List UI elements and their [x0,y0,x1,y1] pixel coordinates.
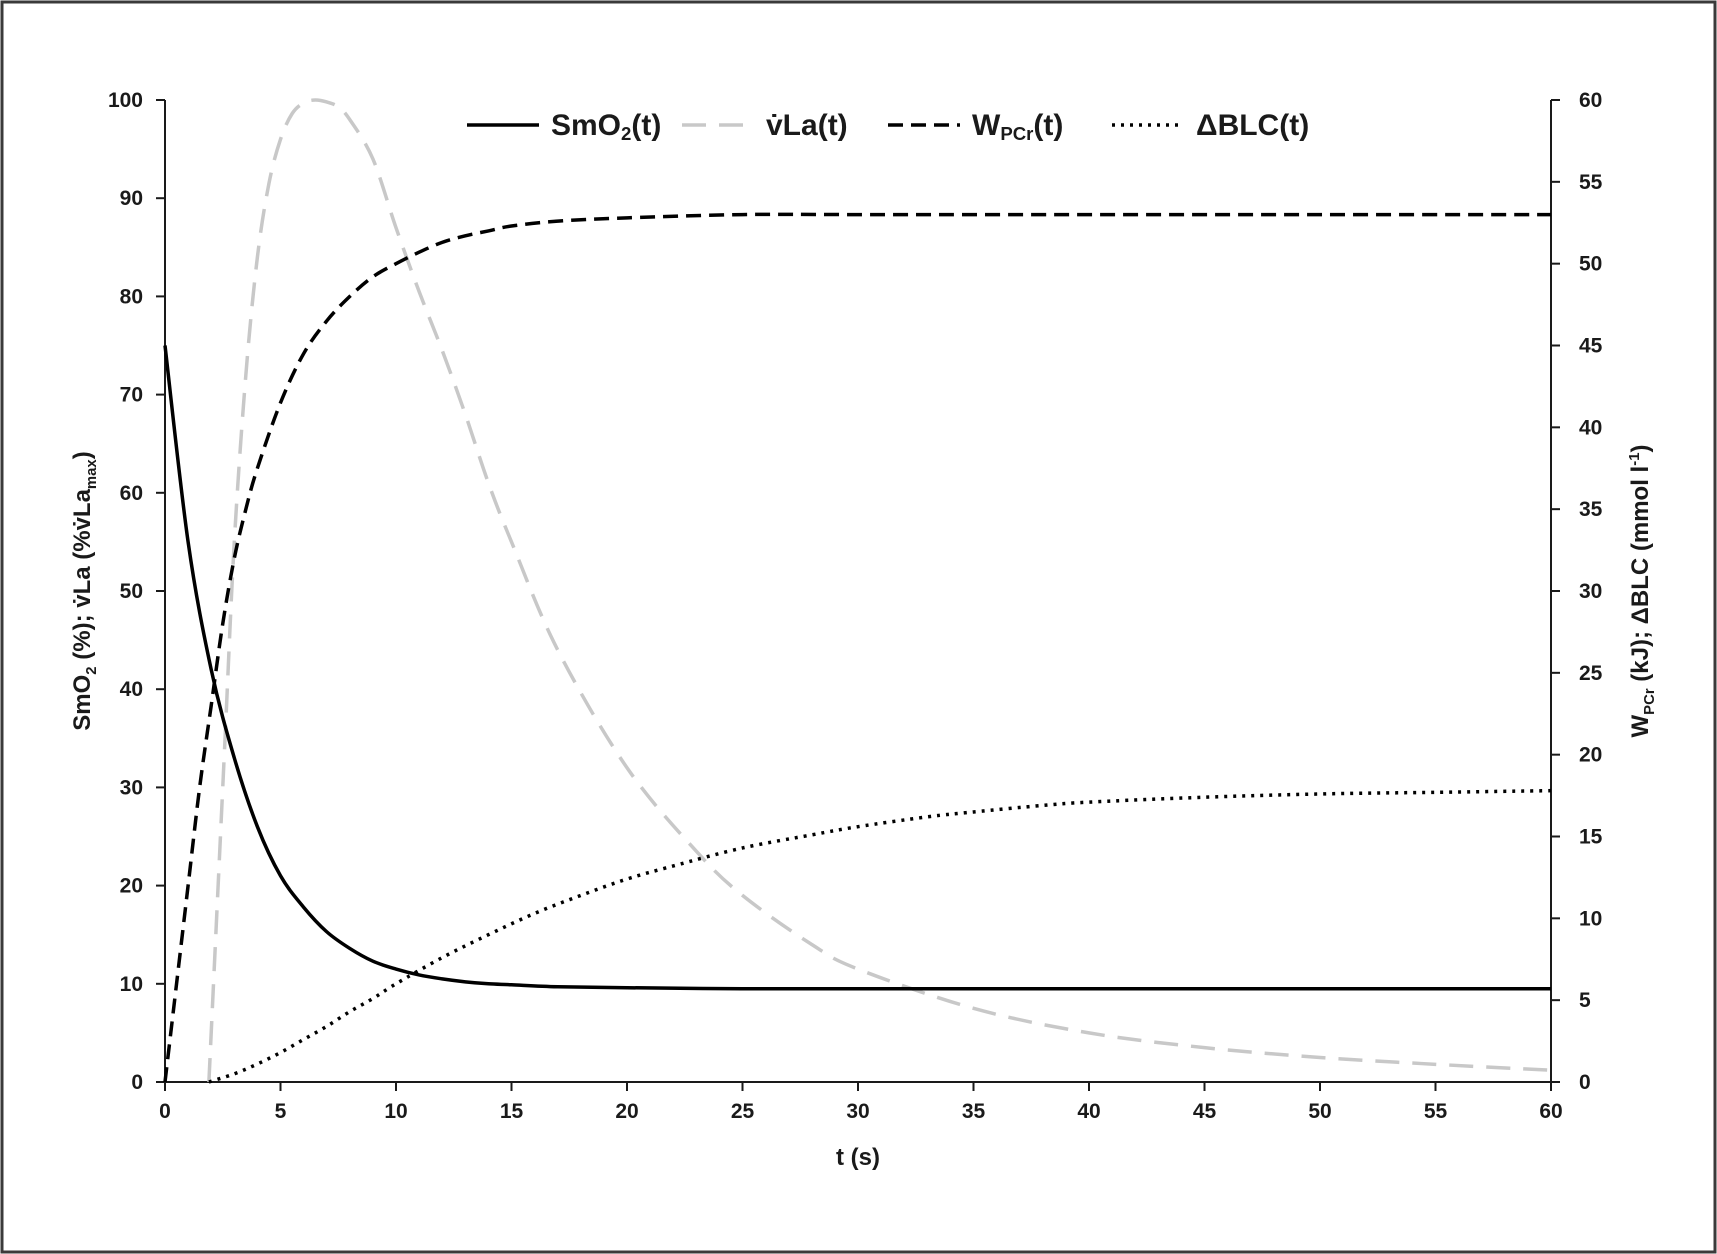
legend-label-tail: (t) [818,109,848,142]
right-y-axis-title: WPCr (kJ); ΔBLC (mmol l-1) [1627,445,1658,738]
legend-label-main: SmO [551,109,621,142]
left-y-tick-label: 70 [120,384,143,407]
right-y-tick-label: 50 [1579,253,1602,276]
left-y-tick-label: 90 [120,187,143,210]
x-tick-label: 60 [1539,1100,1562,1123]
right-y-title-part: (kJ); ΔBLC (mmol l [1627,466,1654,689]
x-tick-label: 30 [846,1100,869,1123]
legend-item: WPCr(t) [888,109,1063,144]
left-y-title-subscript: 2 [84,666,100,674]
x-tick-label: 5 [275,1100,287,1123]
legend-label: SmO2(t) [551,109,661,144]
left-y-axis-title: SmO2 (%); v̇La (%v̇Lamax) [69,451,100,730]
left-y-tick-label: 60 [120,482,143,505]
tick-labels: 0 5 10 15 20 25 30 35 40 45 50 55 600102030405060708… [108,89,1603,1123]
right-y-tick-label: 30 [1579,580,1602,603]
right-y-title-subscript: PCr [1642,688,1658,715]
series-line-vla [207,98,1552,1083]
legend-item: SmO2(t) [467,109,661,144]
plot-area [163,98,1552,1084]
legend-label-tail: (t) [631,109,661,142]
legend-label-main: v̇La [766,109,818,142]
x-tick-label: 10 [384,1100,407,1123]
legend-label: WPCr(t) [972,109,1063,144]
legend-label-main: ΔBLC [1196,109,1279,142]
right-y-tick-label: 25 [1579,662,1603,685]
left-y-tick-label: 20 [120,875,143,898]
left-y-tick-label: 100 [108,89,143,112]
left-y-title-part: SmO [69,675,96,731]
right-y-tick-label: 35 [1579,498,1603,521]
right-y-tick-label: 0 [1579,1071,1591,1094]
legend-label-subscript: PCr [1000,123,1033,144]
right-y-tick-label: 55 [1579,171,1603,194]
right-y-title-part: W [1627,714,1654,737]
legend-item: ΔBLC(t) [1112,109,1309,142]
x-tick-label: 35 [962,1100,986,1123]
right-y-title-part: ) [1627,445,1654,453]
left-y-tick-label: 0 [131,1071,143,1094]
legend-label-tail: (t) [1033,109,1063,142]
legend: SmO2(t) v̇La(t) WPCr(t) ΔBLC(t) [467,109,1309,144]
x-tick-label: 15 [500,1100,524,1123]
right-y-tick-label: 40 [1579,416,1602,439]
left-y-title-part: v̇La (%v̇La [69,488,96,607]
x-tick-label: 25 [731,1100,755,1123]
right-y-tick-label: 10 [1579,907,1602,930]
right-y-tick-label: 45 [1579,335,1603,358]
left-y-tick-label: 40 [120,678,143,701]
legend-item: v̇La(t) [682,109,848,142]
x-tick-label: 50 [1308,1100,1331,1123]
series-line-dblc [208,788,1552,1084]
left-y-tick-label: 30 [120,776,143,799]
x-tick-label: 0 [159,1100,171,1123]
right-y-title-superscript: -1 [1627,453,1643,466]
legend-label: v̇La(t) [766,109,848,142]
x-tick-label: 20 [615,1100,638,1123]
left-y-tick-label: 50 [120,580,143,603]
left-y-tick-label: 80 [120,285,143,308]
right-y-tick-label: 20 [1579,744,1602,767]
x-tick-label: 55 [1424,1100,1448,1123]
legend-label: ΔBLC(t) [1196,109,1309,142]
x-axis-title: t (s) [836,1144,880,1171]
right-y-tick-label: 15 [1579,826,1603,849]
x-tick-label: 40 [1077,1100,1100,1123]
left-y-title-part: (%); [69,608,96,667]
series-line-wpcr [163,212,1551,1083]
axes [156,99,1560,1091]
right-y-tick-label: 5 [1579,989,1591,1012]
legend-label-tail: (t) [1279,109,1309,142]
axis-titles: t (s)SmO2 (%); v̇La (%v̇Lamax)WPCr (kJ);… [69,445,1658,1171]
left-y-title-part: ) [69,451,96,459]
right-y-tick-label: 60 [1579,89,1602,112]
legend-label-subscript: 2 [621,123,631,144]
series-line-smo2 [163,345,1551,991]
x-tick-label: 45 [1193,1100,1217,1123]
left-y-tick-label: 10 [120,973,143,996]
legend-label-main: W [972,109,1001,142]
left-y-title-subscript: max [84,459,100,489]
